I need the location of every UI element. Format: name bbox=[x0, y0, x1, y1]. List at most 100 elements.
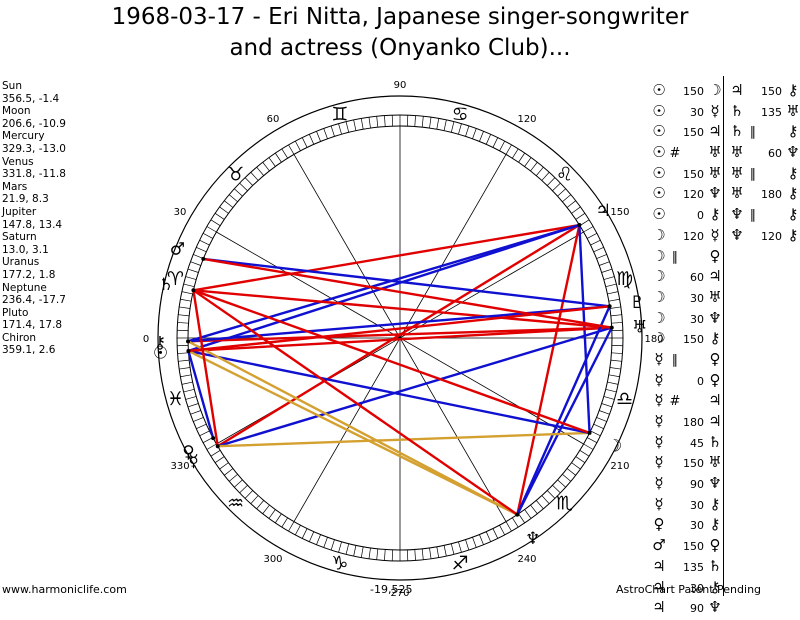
planet-glyph-icon: ♆ bbox=[525, 529, 540, 549]
aspect-row: ☽120☿ bbox=[650, 225, 722, 246]
planet-glyph-icon: ☽ bbox=[650, 308, 668, 329]
aspect-value: 30 bbox=[682, 310, 706, 331]
planet-marker bbox=[515, 513, 519, 517]
degree-tick bbox=[196, 424, 206, 428]
planet-glyph-icon: ☽ bbox=[650, 246, 668, 267]
degree-tick bbox=[316, 131, 320, 141]
planet-glyph-icon: ♅ bbox=[706, 452, 724, 473]
degree-tick bbox=[479, 131, 483, 141]
degree-tick bbox=[369, 117, 371, 128]
degree-tick bbox=[361, 118, 363, 129]
aspect-line bbox=[188, 351, 589, 433]
planet-glyph-icon: ♂ bbox=[650, 535, 668, 556]
degree-tick bbox=[234, 480, 242, 487]
planet-glyph-icon: ♆ bbox=[706, 308, 724, 329]
zodiac-sign-icon: ♏ bbox=[556, 492, 573, 514]
degree-tick bbox=[178, 315, 189, 316]
planet-marker bbox=[201, 257, 205, 261]
aspect-row: ♆∥⚷ bbox=[728, 204, 798, 225]
aspect-row: ♆120⚷ bbox=[728, 225, 798, 246]
planet-glyph-icon: ♀ bbox=[650, 514, 668, 535]
planet-glyph-icon: ☿ bbox=[650, 494, 668, 515]
degree-tick bbox=[295, 141, 300, 151]
degree-tick bbox=[602, 269, 612, 272]
zodiac-sign-icon: ♊ bbox=[331, 103, 348, 125]
degree-tick bbox=[611, 322, 622, 323]
aspect-column-1: ☉150☽☉30☿☉150♃☉#♅☉150♅☉120♆☉0⚷☽120☿☽∥♀☽6… bbox=[650, 80, 722, 618]
degree-tick bbox=[354, 120, 356, 131]
degree-tick bbox=[547, 491, 555, 499]
degree-label: 0 bbox=[143, 334, 149, 345]
planet-glyph-icon: ♅ bbox=[728, 142, 746, 163]
degree-tick bbox=[220, 207, 229, 213]
planet-marker bbox=[211, 436, 215, 440]
aspect-row: ♅∥⚷ bbox=[728, 163, 798, 184]
degree-tick bbox=[542, 172, 549, 180]
aspect-row: ♄∥⚷ bbox=[728, 121, 798, 142]
aspect-row: ☉#♅ bbox=[650, 142, 722, 163]
planet-glyph-icon: ☿ bbox=[650, 390, 668, 411]
aspect-value: 30 bbox=[682, 516, 706, 537]
planet-glyph-icon: ♅ bbox=[728, 183, 746, 204]
degree-tick bbox=[361, 547, 363, 558]
aspect-row: ♃150⚷ bbox=[728, 80, 798, 101]
planet-glyph-icon: ♃ bbox=[650, 597, 668, 618]
degree-tick bbox=[182, 292, 193, 294]
planet-glyph-icon: ⚷ bbox=[784, 225, 800, 246]
planet-glyph-icon: ♃ bbox=[706, 266, 724, 287]
degree-tick bbox=[473, 128, 477, 138]
degree-tick bbox=[289, 522, 295, 532]
aspect-row: ☽60♃ bbox=[650, 266, 722, 287]
planet-glyph-icon: ☉ bbox=[650, 163, 668, 184]
aspect-row: ☿0♀ bbox=[650, 370, 722, 391]
degree-tick bbox=[512, 518, 518, 527]
aspect-value: 120 bbox=[760, 227, 784, 248]
aspect-row: ☿45♄ bbox=[650, 432, 722, 453]
aspect-row: ☿150♅ bbox=[650, 452, 722, 473]
aspect-value: 150 bbox=[682, 123, 706, 144]
planet-glyph-icon: ♃ bbox=[706, 121, 724, 142]
degree-tick bbox=[309, 134, 313, 144]
planet-glyph-icon: ☉ bbox=[650, 121, 668, 142]
aspect-symbol: ∥ bbox=[668, 351, 682, 372]
planet-glyph-icon: ♆ bbox=[784, 142, 800, 163]
aspect-value: 150 bbox=[682, 330, 706, 351]
planet-marker bbox=[608, 304, 612, 308]
planet-glyph-icon: ♃ bbox=[595, 201, 610, 221]
planet-glyph-icon: ☽ bbox=[650, 287, 668, 308]
degree-tick bbox=[207, 227, 217, 233]
degree-tick bbox=[572, 463, 581, 469]
degree-tick bbox=[486, 134, 490, 144]
degree-tick bbox=[531, 505, 538, 514]
degree-tick bbox=[203, 233, 213, 238]
degree-tick bbox=[562, 195, 570, 202]
planet-glyph-icon: ☉ bbox=[650, 80, 668, 101]
zodiac-sign-icon: ♍ bbox=[616, 268, 633, 290]
degree-tick bbox=[606, 389, 617, 392]
planet-glyph-icon: ♆ bbox=[706, 597, 724, 618]
degree-tick bbox=[180, 375, 191, 377]
degree-tick bbox=[611, 353, 622, 354]
aspect-value: 150 bbox=[682, 537, 706, 558]
aspect-value: 135 bbox=[682, 558, 706, 579]
degree-tick bbox=[444, 545, 446, 556]
aspect-value: 30 bbox=[682, 496, 706, 517]
aspect-line bbox=[203, 259, 609, 306]
aspect-row: ☉0⚷ bbox=[650, 204, 722, 225]
degree-tick bbox=[493, 138, 498, 148]
planet-glyph-icon: ⚷ bbox=[706, 328, 724, 349]
planet-glyph-icon: ⚷ bbox=[706, 494, 724, 515]
degree-tick bbox=[289, 145, 295, 155]
degree-tick bbox=[572, 207, 581, 213]
aspect-value: 45 bbox=[682, 434, 706, 455]
degree-tick bbox=[251, 496, 258, 504]
degree-tick bbox=[506, 145, 512, 155]
degree-tick bbox=[584, 227, 594, 233]
degree-tick bbox=[607, 292, 618, 294]
degree-tick bbox=[275, 514, 281, 523]
aspect-value: 90 bbox=[682, 599, 706, 620]
degree-tick bbox=[369, 548, 371, 559]
aspect-value: 120 bbox=[682, 185, 706, 206]
degree-tick bbox=[282, 149, 288, 158]
degree-tick bbox=[257, 500, 264, 508]
